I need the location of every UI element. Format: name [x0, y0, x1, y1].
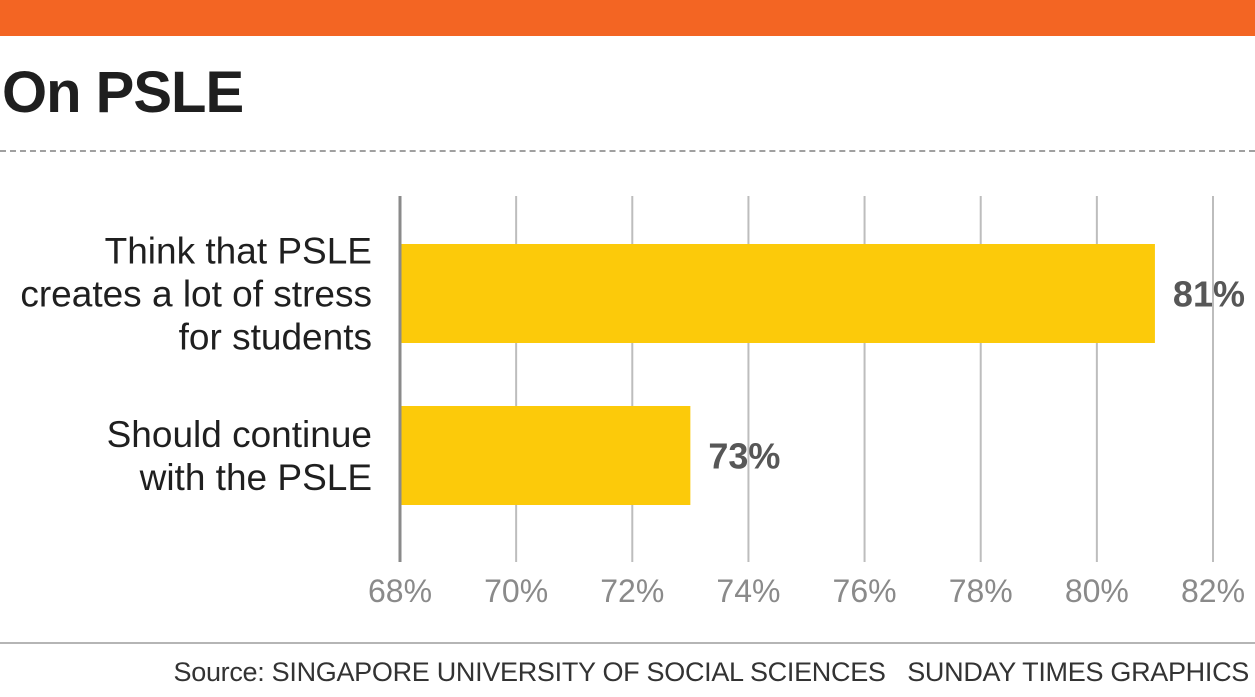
tick-label: 70%	[484, 573, 548, 609]
tick-label: 80%	[1065, 573, 1129, 609]
tick-label: 82%	[1181, 573, 1245, 609]
chart-title: On PSLE	[2, 60, 244, 125]
credit-text: SUNDAY TIMES GRAPHICS	[907, 657, 1249, 687]
tick-label: 74%	[716, 573, 780, 609]
footer-spacer	[886, 657, 908, 687]
category-label: for students	[179, 317, 372, 358]
category-label: Think that PSLE	[105, 231, 372, 272]
category-label: creates a lot of stress	[20, 274, 372, 315]
tick-label: 68%	[368, 573, 432, 609]
source-text: Source: SINGAPORE UNIVERSITY OF SOCIAL S…	[173, 657, 886, 687]
value-label: 73%	[708, 436, 780, 477]
header-accent-bar	[0, 0, 1255, 36]
tick-label: 78%	[949, 573, 1013, 609]
footer-credits: Source: SINGAPORE UNIVERSITY OF SOCIAL S…	[173, 652, 1250, 692]
footer-divider	[0, 642, 1255, 644]
value-label: 81%	[1173, 274, 1245, 315]
category-label: Should continue	[107, 414, 372, 455]
category-label: with the PSLE	[139, 457, 372, 498]
tick-label: 76%	[833, 573, 897, 609]
bar	[400, 244, 1155, 343]
tick-label: 72%	[600, 573, 664, 609]
bar	[400, 406, 691, 505]
title-divider	[0, 150, 1255, 152]
